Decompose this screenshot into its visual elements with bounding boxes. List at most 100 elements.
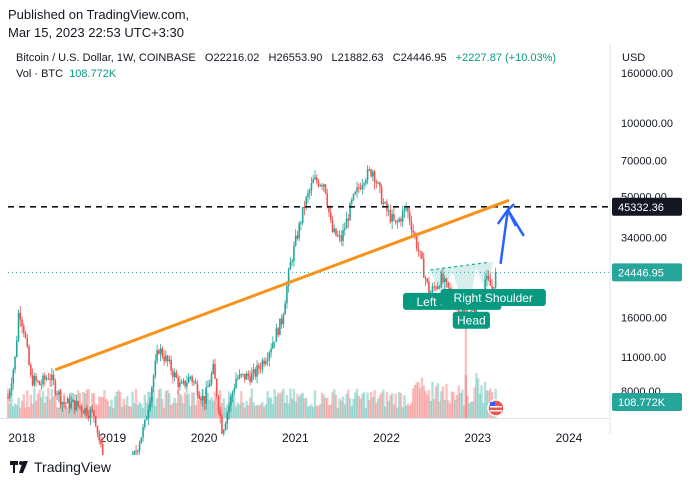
candle-body [22, 326, 25, 333]
candle-body [350, 199, 353, 204]
volume-bar [312, 406, 315, 418]
volume-bar [197, 392, 201, 418]
candle-body [373, 171, 376, 183]
price-label-text: 45332.36 [618, 202, 664, 214]
candle-body [396, 221, 399, 223]
candle-body [342, 230, 344, 242]
volume-bar [17, 397, 20, 418]
volume-bar [378, 395, 382, 418]
volume-bar [468, 403, 471, 418]
footer-brand[interactable]: TradingView [10, 459, 111, 475]
volume-bar [134, 389, 138, 418]
candle-body [363, 183, 365, 185]
candle-body [443, 278, 446, 282]
symbol-description[interactable]: Bitcoin / U.S. Dollar, 1W, COINBASE [16, 52, 196, 64]
candle-body [154, 360, 157, 376]
volume-bar [12, 406, 15, 418]
candle-body [82, 411, 85, 414]
volume-bar [275, 396, 278, 418]
volume-label[interactable]: Vol · BTC [16, 68, 64, 80]
candle-body [370, 169, 372, 177]
volume-bar [54, 391, 57, 418]
volume-bar [101, 397, 104, 418]
candle-body [379, 182, 381, 187]
volume-bar [71, 392, 75, 418]
volume-bar [457, 385, 460, 418]
x-tick-label: 2024 [556, 431, 583, 445]
price-label-box[interactable] [612, 263, 682, 282]
us-flag-stripe [489, 410, 502, 412]
volume-bar [373, 390, 376, 418]
trendline[interactable] [54, 199, 510, 371]
candle-body [8, 391, 11, 398]
volume-bar [376, 398, 380, 418]
candle-body [100, 440, 102, 445]
candle-body [210, 373, 213, 384]
volume-bar [92, 393, 96, 418]
candle-body [19, 312, 22, 320]
us-flag-stripe [489, 406, 502, 408]
price-chart[interactable]: 160000.00100000.0070000.0050000.0034000.… [0, 44, 690, 455]
currency-label[interactable]: USD [622, 52, 646, 64]
volume-bar [233, 396, 236, 418]
volume-bar [57, 407, 61, 418]
candle-body [51, 374, 53, 381]
candle-body [173, 372, 176, 378]
price-label-box[interactable] [612, 197, 682, 216]
candle-body [186, 382, 188, 387]
candle-body [235, 378, 237, 389]
candle-body [317, 181, 320, 187]
candle-body [91, 409, 93, 411]
volume-bar [196, 400, 199, 418]
volume-bar [241, 402, 245, 418]
candle-body [275, 328, 278, 342]
candle-body [410, 221, 413, 231]
open-label: O [204, 52, 214, 64]
candle-body [65, 402, 67, 404]
volume-bar [231, 393, 234, 418]
candle-body [252, 369, 255, 373]
volume-bar [55, 407, 59, 418]
volume-bar [234, 406, 238, 418]
volume-bar [126, 396, 129, 418]
volume-bar [48, 399, 52, 418]
candle-body [140, 437, 143, 444]
volume-bar [269, 397, 273, 418]
volume-bar [482, 402, 485, 418]
candle-body [207, 386, 209, 388]
volume-bar [350, 405, 353, 418]
projection-arrow-tail[interactable] [506, 209, 525, 237]
volume-bar [192, 392, 196, 418]
annotation-box[interactable] [452, 311, 490, 329]
volume-bar [166, 389, 169, 418]
candle-body [147, 410, 150, 419]
candle-body [182, 380, 185, 384]
y-tick-label: 11000.00 [621, 352, 666, 364]
low-label: L [331, 52, 338, 64]
candle-body [249, 376, 251, 383]
candle-body [251, 372, 253, 383]
volume-bar [268, 397, 271, 418]
candle-body [28, 346, 30, 365]
candle-body [54, 380, 57, 394]
volume-bar [441, 386, 445, 418]
volume-bar [250, 388, 254, 418]
volume-bar [176, 390, 180, 418]
volume-bar [478, 393, 482, 418]
candle-body [30, 364, 32, 376]
volume-bar [94, 403, 97, 418]
candle-body [179, 382, 181, 387]
volume-bar [410, 402, 413, 418]
candle-body [12, 369, 15, 384]
volume-bar [471, 401, 475, 418]
projection-arrow[interactable] [499, 203, 516, 264]
candle-body [168, 359, 171, 361]
candle-body [366, 169, 369, 181]
candle-body [228, 405, 230, 414]
volume-bar [343, 404, 346, 418]
price-label-box[interactable] [612, 393, 682, 411]
annotation-box[interactable] [440, 288, 546, 306]
volume-bar [427, 389, 431, 418]
volume-bar [38, 389, 41, 418]
candle-body [322, 184, 325, 187]
